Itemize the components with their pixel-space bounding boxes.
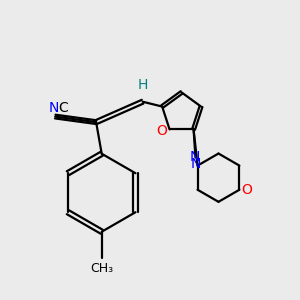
Text: O: O	[156, 124, 167, 138]
Text: O: O	[242, 183, 252, 197]
Text: H: H	[137, 78, 148, 92]
Text: N: N	[48, 101, 59, 115]
Text: N: N	[190, 150, 200, 164]
Text: CH₃: CH₃	[90, 262, 113, 275]
Text: C: C	[58, 101, 68, 115]
Text: N: N	[190, 157, 201, 171]
